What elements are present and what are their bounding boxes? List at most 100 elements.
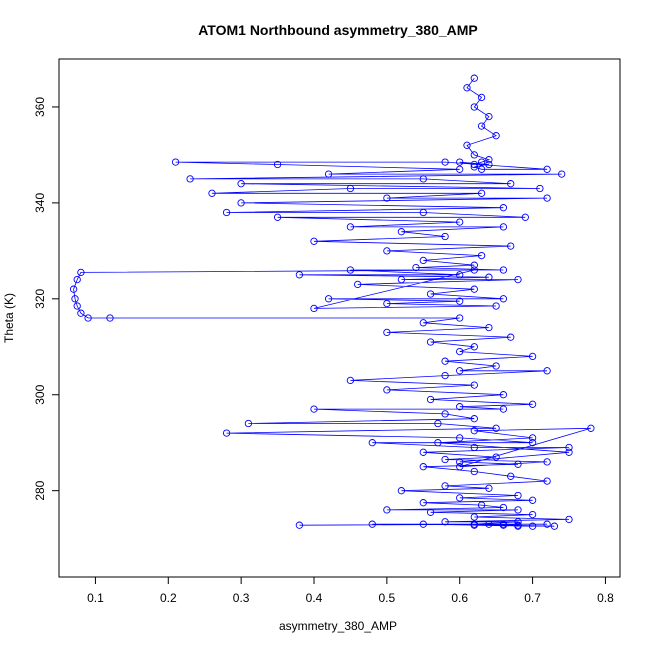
data-point: [492, 362, 500, 370]
data-point: [507, 242, 515, 250]
data-point: [507, 333, 515, 341]
data-point: [186, 175, 194, 183]
x-tick-label: 0.2: [160, 591, 177, 605]
data-point: [499, 223, 508, 231]
data-point: [106, 314, 114, 322]
data-point: [521, 213, 529, 221]
data-point: [485, 156, 493, 164]
data-point: [222, 429, 231, 437]
data-point: [434, 419, 442, 428]
data-point: [543, 477, 551, 485]
data-point: [456, 314, 464, 322]
data-point: [485, 323, 493, 332]
data-point: [528, 400, 537, 408]
data-point: [543, 520, 551, 528]
data-point: [419, 448, 427, 456]
data-point: [470, 261, 478, 269]
data-point: [434, 439, 442, 447]
data-point: [441, 518, 449, 526]
data-point: [470, 151, 478, 159]
y-tick-label: 320: [33, 288, 47, 308]
data-point: [477, 93, 486, 102]
y-tick-label: 340: [33, 193, 47, 213]
data-point: [383, 194, 391, 202]
data-point: [477, 158, 486, 166]
data-point: [528, 439, 537, 447]
data-point: [565, 515, 573, 524]
data-point: [499, 391, 508, 399]
x-tick-label: 0.3: [233, 591, 250, 605]
y-tick-label: 280: [33, 480, 47, 500]
data-point: [273, 160, 282, 169]
data-point: [368, 520, 376, 528]
chart-title: ATOM1 Northbound asymmetry_380_AMP: [198, 22, 478, 38]
data-point: [536, 184, 544, 193]
data-point: [419, 256, 427, 265]
data-point: [565, 443, 573, 452]
data-point: [543, 458, 551, 466]
data-point: [558, 170, 566, 178]
data-point: [346, 223, 355, 231]
data-point: [485, 112, 493, 121]
data-point: [419, 175, 427, 183]
data-point: [346, 376, 355, 385]
data-point: [485, 484, 493, 492]
data-point: [470, 266, 478, 274]
data-point: [528, 510, 537, 519]
data-point: [71, 295, 79, 303]
data-point: [77, 268, 85, 277]
data-point: [492, 453, 500, 461]
data-point: [441, 482, 449, 490]
data-series: [69, 74, 595, 530]
data-point: [324, 170, 333, 178]
data-point: [477, 501, 486, 509]
data-point: [456, 463, 464, 471]
data-point: [426, 508, 435, 516]
data-point: [237, 199, 245, 207]
data-point: [441, 410, 449, 418]
data-point: [456, 158, 464, 166]
data-point: [324, 295, 333, 303]
data-point: [441, 371, 449, 380]
x-tick-label: 0.4: [306, 591, 323, 605]
data-point: [463, 141, 471, 149]
data-point: [73, 302, 81, 310]
data-point: [470, 163, 478, 171]
data-point: [456, 458, 464, 466]
data-point: [273, 213, 282, 221]
data-point: [528, 352, 537, 361]
data-point: [514, 518, 522, 526]
data-point: [470, 343, 478, 351]
data-point: [346, 266, 355, 274]
data-point: [441, 232, 449, 241]
x-tick-label: 0.8: [597, 591, 614, 605]
data-point: [470, 467, 478, 476]
data-point: [543, 165, 551, 173]
series-line: [73, 77, 592, 527]
x-axis-label: asymmetry_380_AMP: [279, 619, 397, 633]
data-point: [499, 295, 508, 303]
data-point: [565, 448, 573, 456]
data-point: [456, 434, 464, 442]
data-point: [492, 132, 500, 140]
y-axis-label: Theta (K): [2, 293, 16, 343]
data-point: [354, 280, 362, 289]
data-point: [470, 103, 478, 111]
data-point: [368, 439, 376, 447]
data-point: [514, 491, 522, 500]
data-point: [383, 328, 391, 337]
data-point: [499, 266, 508, 274]
data-point: [412, 263, 420, 272]
data-point: [346, 184, 355, 193]
data-point: [383, 506, 391, 514]
data-point: [419, 319, 427, 327]
data-point: [492, 302, 500, 310]
data-point: [419, 499, 427, 507]
data-point: [499, 521, 508, 529]
data-point: [426, 290, 435, 298]
data-point: [550, 522, 559, 530]
data-point: [470, 74, 478, 82]
data-point: [477, 122, 486, 130]
data-point: [456, 271, 464, 279]
data-point: [310, 304, 318, 313]
